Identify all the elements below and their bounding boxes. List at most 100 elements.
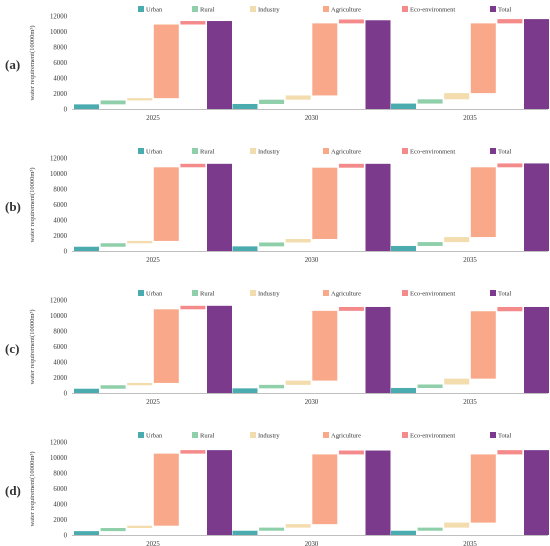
bar-rural [100,100,126,105]
bar-rural [417,384,443,388]
bar-rural [100,243,126,247]
bar-urban [232,246,258,251]
legend-swatch [402,6,408,12]
legend-swatch [402,432,408,438]
legend-swatch [250,432,256,438]
legend-swatch [192,148,198,154]
y-axis-label: water requirement(10000m³) [29,451,36,526]
legend-label: Eco-environment [410,149,455,156]
bar-urban [391,103,416,109]
bar-agriculture [153,309,179,383]
bar-rural [259,99,285,104]
y-tick-label: 2000 [53,375,67,382]
legend-label: Urban [146,433,163,440]
bar-agriculture [470,167,496,238]
legend-swatch [490,6,496,12]
bar-total [524,163,549,251]
y-tick-label: 6000 [53,202,67,209]
legend-label: Industry [258,7,280,14]
y-tick-label: 10000 [50,455,68,462]
legend-label: Industry [258,149,280,156]
legend-label: Urban [146,291,163,298]
y-tick-label: 2000 [53,233,67,240]
y-tick-label: 10000 [50,29,68,36]
bar-total [207,21,232,110]
y-tick-label: 8000 [53,471,67,478]
legend-swatch [192,432,198,438]
legend-label: Eco-environment [410,433,455,440]
bar-urban [232,103,258,109]
legend-swatch [490,290,496,296]
y-tick-label: 4000 [53,502,67,509]
y-tick-label: 12000 [50,156,68,163]
bar-industry [444,237,470,243]
bar-urban [74,104,99,109]
legend-swatch [192,290,198,296]
x-tick-label: 2025 [146,257,160,264]
bar-agriculture [470,23,496,94]
y-tick-label: 6000 [53,486,67,493]
bar-eco-environment [338,163,364,168]
bar-total [524,19,549,110]
bar-industry [285,95,311,100]
legend-label: Total [498,291,511,298]
legend-swatch [402,148,408,154]
panel-label: (a) [5,57,20,72]
bar-agriculture [312,310,338,381]
bar-total [207,450,232,535]
legend-label: Rural [200,433,215,440]
bar-rural [259,527,285,531]
bar-agriculture [312,23,338,96]
x-tick-label: 2025 [146,399,160,406]
panel-label: (b) [5,199,21,214]
y-tick-label: 0 [64,391,68,398]
legend-swatch [250,148,256,154]
chart-panel-4: (d) water requirement(10000m³) 0 2000 4000 60… [5,432,549,546]
bar-total [365,306,391,393]
bar-agriculture [153,167,179,241]
bar-industry [127,98,153,101]
bar-industry [127,240,153,244]
y-tick-label: 12000 [50,14,68,21]
legend-swatch [138,6,144,12]
x-tick-label: 2030 [305,257,319,264]
bar-total [524,306,549,393]
bar-industry [444,522,470,528]
bar-total [365,450,391,535]
x-tick-label: 2035 [463,257,477,264]
y-tick-label: 12000 [50,298,68,305]
bar-rural [259,242,285,247]
x-tick-label: 2025 [146,541,160,546]
legend-label: Total [498,433,511,440]
y-tick-label: 4000 [53,218,67,225]
bar-agriculture [470,311,496,379]
bar-agriculture [153,24,179,99]
legend-label: Rural [200,7,215,14]
bar-urban [74,388,99,393]
bar-total [524,450,549,535]
legend-label: Urban [146,7,163,14]
bar-industry [127,382,153,386]
bar-eco-environment [497,306,523,312]
legend-label: Total [498,149,511,156]
y-tick-label: 2000 [53,91,67,98]
bar-total [365,20,391,110]
bar-eco-environment [180,450,206,454]
legend-swatch [192,6,198,12]
bar-eco-environment [338,450,364,455]
legend-label: Agriculture [331,149,361,156]
bar-agriculture [470,454,496,523]
y-axis-label: water requirement(10000m³) [29,167,36,242]
chart-panel-3: (c) water requirement(10000m³) 0 2000 4000 60… [5,290,549,406]
legend-label: Total [498,7,511,14]
legend-swatch [490,148,496,154]
legend-label: Eco-environment [410,291,455,298]
legend-swatch [402,290,408,296]
x-tick-label: 2030 [305,115,319,122]
y-tick-label: 0 [64,107,68,114]
bar-eco-environment [338,306,364,311]
bar-rural [417,527,443,531]
legend-label: Rural [200,291,215,298]
y-axis-label: water requirement(10000m³) [29,309,36,384]
